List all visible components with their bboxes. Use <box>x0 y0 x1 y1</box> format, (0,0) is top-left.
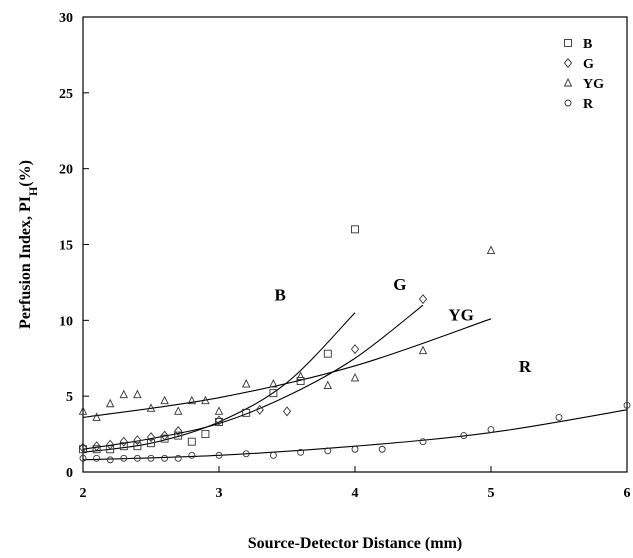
data-point-yg <box>173 406 183 415</box>
data-point-yg <box>160 395 169 405</box>
data-point-g <box>282 406 292 417</box>
legend-label-g: G <box>583 57 594 72</box>
data-point-r <box>351 445 359 453</box>
data-point-yg <box>241 379 251 388</box>
data-point-r <box>487 426 495 433</box>
data-point-r <box>378 445 386 453</box>
legend-marker-g <box>563 57 573 69</box>
data-point-b <box>351 225 359 234</box>
y-tick-label: 25 <box>59 87 73 102</box>
y-tick-label: 5 <box>66 390 73 405</box>
data-point-r <box>188 451 196 459</box>
legend-marker-r <box>564 99 572 107</box>
data-point-b <box>92 445 101 454</box>
x-tick-label: 2 <box>80 486 87 501</box>
data-point-yg <box>105 398 115 408</box>
data-point-b <box>187 437 196 446</box>
legend-label-yg: YG <box>583 77 604 92</box>
data-point-r <box>460 432 468 440</box>
data-point-g <box>174 426 183 437</box>
data-point-b <box>201 430 210 439</box>
data-point-g <box>418 294 428 305</box>
data-point-r <box>93 454 101 462</box>
y-tick-label: 20 <box>59 163 73 178</box>
series-g: G <box>78 275 428 453</box>
fit-curve-g <box>82 304 424 450</box>
data-point-yg <box>92 412 101 421</box>
legend: BG YG R <box>563 37 604 112</box>
fit-curve-b <box>82 312 356 453</box>
data-point-r <box>269 451 277 459</box>
data-point-yg <box>323 380 333 389</box>
data-point-g <box>160 430 169 441</box>
data-point-r <box>174 454 182 462</box>
data-point-yg <box>296 371 305 380</box>
y-tick-label: 0 <box>66 466 73 481</box>
curve-label-g: G <box>393 275 406 294</box>
data-point-g <box>106 439 115 450</box>
data-point-yg <box>269 379 278 388</box>
data-point-r <box>161 454 169 462</box>
x-tick-label: 6 <box>624 486 631 501</box>
x-axis-title: Source-Detector Distance (mm) <box>248 535 462 552</box>
legend-label-r: R <box>583 97 594 112</box>
data-point-yg <box>78 406 88 415</box>
data-point-yg <box>201 395 210 405</box>
data-point-r <box>106 456 114 464</box>
data-point-r <box>120 454 128 462</box>
data-point-g <box>78 442 88 453</box>
y-axis-title: Perfusion Index, PIH(%) <box>17 160 40 329</box>
series-b: B <box>79 225 359 454</box>
data-point-g <box>146 432 156 443</box>
data-point-g <box>119 436 128 447</box>
x-tick-label: 4 <box>352 486 359 501</box>
data-point-yg <box>133 389 142 399</box>
data-point-yg <box>214 406 224 415</box>
data-point-b <box>323 349 332 358</box>
data-point-g <box>350 344 360 355</box>
y-tick-label: 15 <box>59 239 73 254</box>
data-point-r <box>297 448 305 456</box>
data-point-yg <box>119 389 129 399</box>
data-point-yg <box>486 245 496 255</box>
data-point-r <box>623 401 631 409</box>
series-yg: YG <box>78 245 496 421</box>
data-point-g <box>92 441 101 452</box>
data-point-r <box>133 454 141 462</box>
series-r: R <box>79 357 631 464</box>
data-point-r <box>555 413 563 421</box>
data-point-b <box>160 434 169 443</box>
data-point-b <box>269 389 278 398</box>
data-point-r <box>419 438 427 446</box>
x-tick-label: 5 <box>488 486 495 501</box>
curve-label-r: R <box>519 357 532 376</box>
data-point-yg <box>146 403 156 412</box>
legend-label-b: B <box>583 37 592 52</box>
data-point-yg <box>350 372 360 382</box>
data-point-g <box>214 415 224 426</box>
y-tick-label: 10 <box>59 314 73 329</box>
legend-marker-b <box>564 39 572 47</box>
legend-marker-yg <box>563 77 573 87</box>
fit-curve-yg <box>82 318 492 418</box>
x-tick-label: 3 <box>216 486 223 501</box>
data-point-g <box>255 404 264 415</box>
data-point-r <box>242 450 250 458</box>
data-point-r <box>79 454 87 462</box>
data-point-g <box>133 435 142 446</box>
data-point-yg <box>187 395 197 405</box>
y-axis-title-unit: (%) <box>17 160 34 187</box>
data-point-r <box>215 451 223 459</box>
data-point-r <box>324 447 332 455</box>
data-point-yg <box>418 345 428 355</box>
data-point-b <box>133 442 142 451</box>
y-axis-title-subscript: H <box>26 186 40 196</box>
data-point-b <box>174 431 183 440</box>
y-tick-label: 30 <box>59 11 73 26</box>
curve-label-yg: YG <box>448 305 474 324</box>
curve-label-b: B <box>275 286 286 305</box>
data-point-b <box>147 439 155 448</box>
data-point-r <box>147 454 155 462</box>
